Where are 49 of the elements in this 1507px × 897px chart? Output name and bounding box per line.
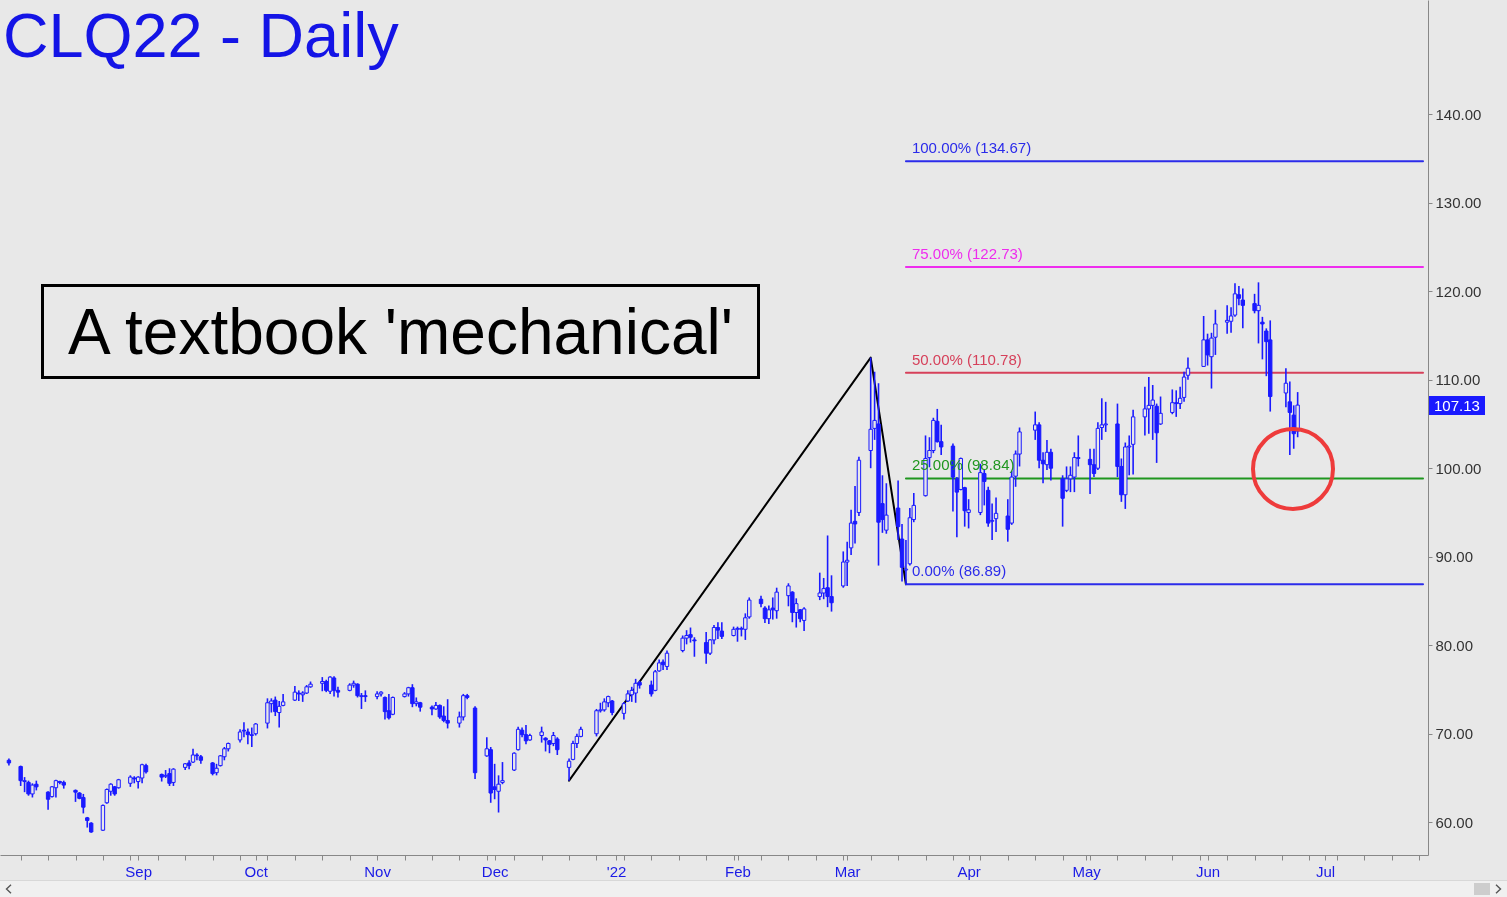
candlestick	[1174, 389, 1179, 418]
candlestick	[1224, 304, 1230, 335]
y-tick-label: 110.00	[1435, 371, 1481, 389]
x-tick-label: Sep	[125, 862, 153, 880]
x-tick-label: Jun	[1195, 862, 1221, 880]
candlestick	[1170, 388, 1175, 416]
series-label: 75.00% (122.73)	[911, 245, 1023, 263]
y-tick-label: 130.00	[1435, 194, 1482, 212]
y-tick-label: 140.00	[1435, 105, 1482, 123]
series-label: 0.00% (86.89)	[911, 562, 1007, 580]
candlestick	[868, 356, 873, 470]
text: 107.13	[1429, 395, 1485, 415]
candlestick	[817, 571, 822, 601]
chart-title: CLQ22 - Daily	[3, 0, 399, 70]
y-tick-label: 120.00	[1435, 282, 1482, 300]
annotation: A textbook 'mechanical'	[68, 295, 733, 368]
candlestick	[249, 726, 254, 748]
candlestick	[265, 697, 270, 730]
candlestick	[277, 700, 282, 729]
y-tick-label: 80.00	[1435, 636, 1474, 654]
candlestick	[774, 586, 779, 620]
x-tick-label: '22	[606, 862, 627, 880]
candlestick	[1240, 287, 1246, 330]
x-tick-label: Nov	[364, 862, 392, 880]
x-tick-label: Mar	[834, 862, 861, 880]
x-tick-label: Oct	[244, 862, 269, 880]
candlestick	[300, 690, 305, 703]
candlestick	[821, 577, 826, 601]
candlestick	[410, 683, 415, 708]
y-tick-label: 100.00	[1435, 459, 1482, 477]
candlestick	[445, 698, 450, 730]
x-tick-label: Apr	[957, 862, 981, 880]
candlestick	[512, 751, 517, 772]
candlestick	[45, 790, 51, 811]
candlestick	[633, 678, 638, 704]
candlestick	[1205, 332, 1210, 367]
y-tick-label: 60.00	[1435, 813, 1474, 831]
x-tick-label: Dec	[481, 862, 509, 880]
series-label: 100.00% (134.67)	[911, 139, 1032, 157]
y-tick-label: 90.00	[1435, 548, 1474, 566]
candlestick	[1256, 281, 1261, 345]
candlestick	[825, 534, 830, 608]
candlestick	[81, 793, 86, 815]
x-tick-label: Feb	[725, 862, 751, 880]
y-tick-label: 70.00	[1435, 725, 1474, 743]
x-tick-label: May	[1072, 862, 1102, 880]
candlestick	[296, 689, 301, 702]
series-label: 50.00% (110.78)	[911, 350, 1022, 368]
x-tick-label: Jul	[1315, 862, 1336, 880]
